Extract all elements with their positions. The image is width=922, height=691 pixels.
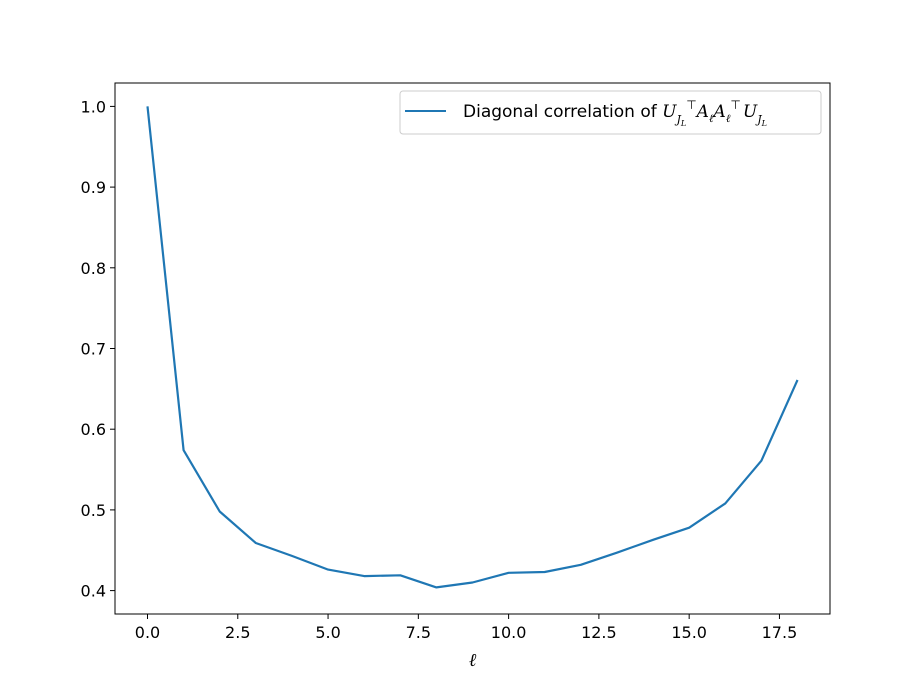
x-tick-label: 15.0 bbox=[671, 623, 707, 642]
axes-frame bbox=[114, 82, 831, 615]
legend-entry-label: Diagonal correlation of UJL⊤AℓAℓ⊤ UJL bbox=[463, 98, 767, 128]
x-tick-label: 2.5 bbox=[225, 623, 250, 642]
legend: Diagonal correlation of UJL⊤AℓAℓ⊤ UJL bbox=[399, 90, 822, 135]
x-axis-label: ℓ bbox=[469, 650, 477, 671]
x-tick-label: 0.0 bbox=[135, 623, 160, 642]
x-tick-label: 7.5 bbox=[406, 623, 431, 642]
series-line bbox=[146, 106, 799, 589]
x-tick-label: 10.0 bbox=[491, 623, 527, 642]
y-tick-label: 0.9 bbox=[81, 178, 106, 197]
y-tick-label: 0.6 bbox=[81, 420, 106, 439]
y-tick-label: 1.0 bbox=[81, 97, 106, 116]
y-axis: 0.4 0.5 0.6 0.7 0.8 0.9 1.0 bbox=[81, 97, 115, 601]
x-tick-label: 5.0 bbox=[315, 623, 340, 642]
x-tick-label: 17.5 bbox=[762, 623, 798, 642]
y-tick-label: 0.7 bbox=[81, 340, 106, 359]
x-tick-label: 12.5 bbox=[581, 623, 617, 642]
y-tick-label: 0.8 bbox=[81, 259, 106, 278]
x-axis: 0.0 2.5 5.0 7.5 10.0 12.5 15.0 17.5 bbox=[135, 614, 797, 642]
plot-area bbox=[146, 106, 799, 589]
y-tick-label: 0.4 bbox=[81, 582, 106, 601]
y-tick-label: 0.5 bbox=[81, 501, 106, 520]
legend-box bbox=[399, 90, 822, 135]
